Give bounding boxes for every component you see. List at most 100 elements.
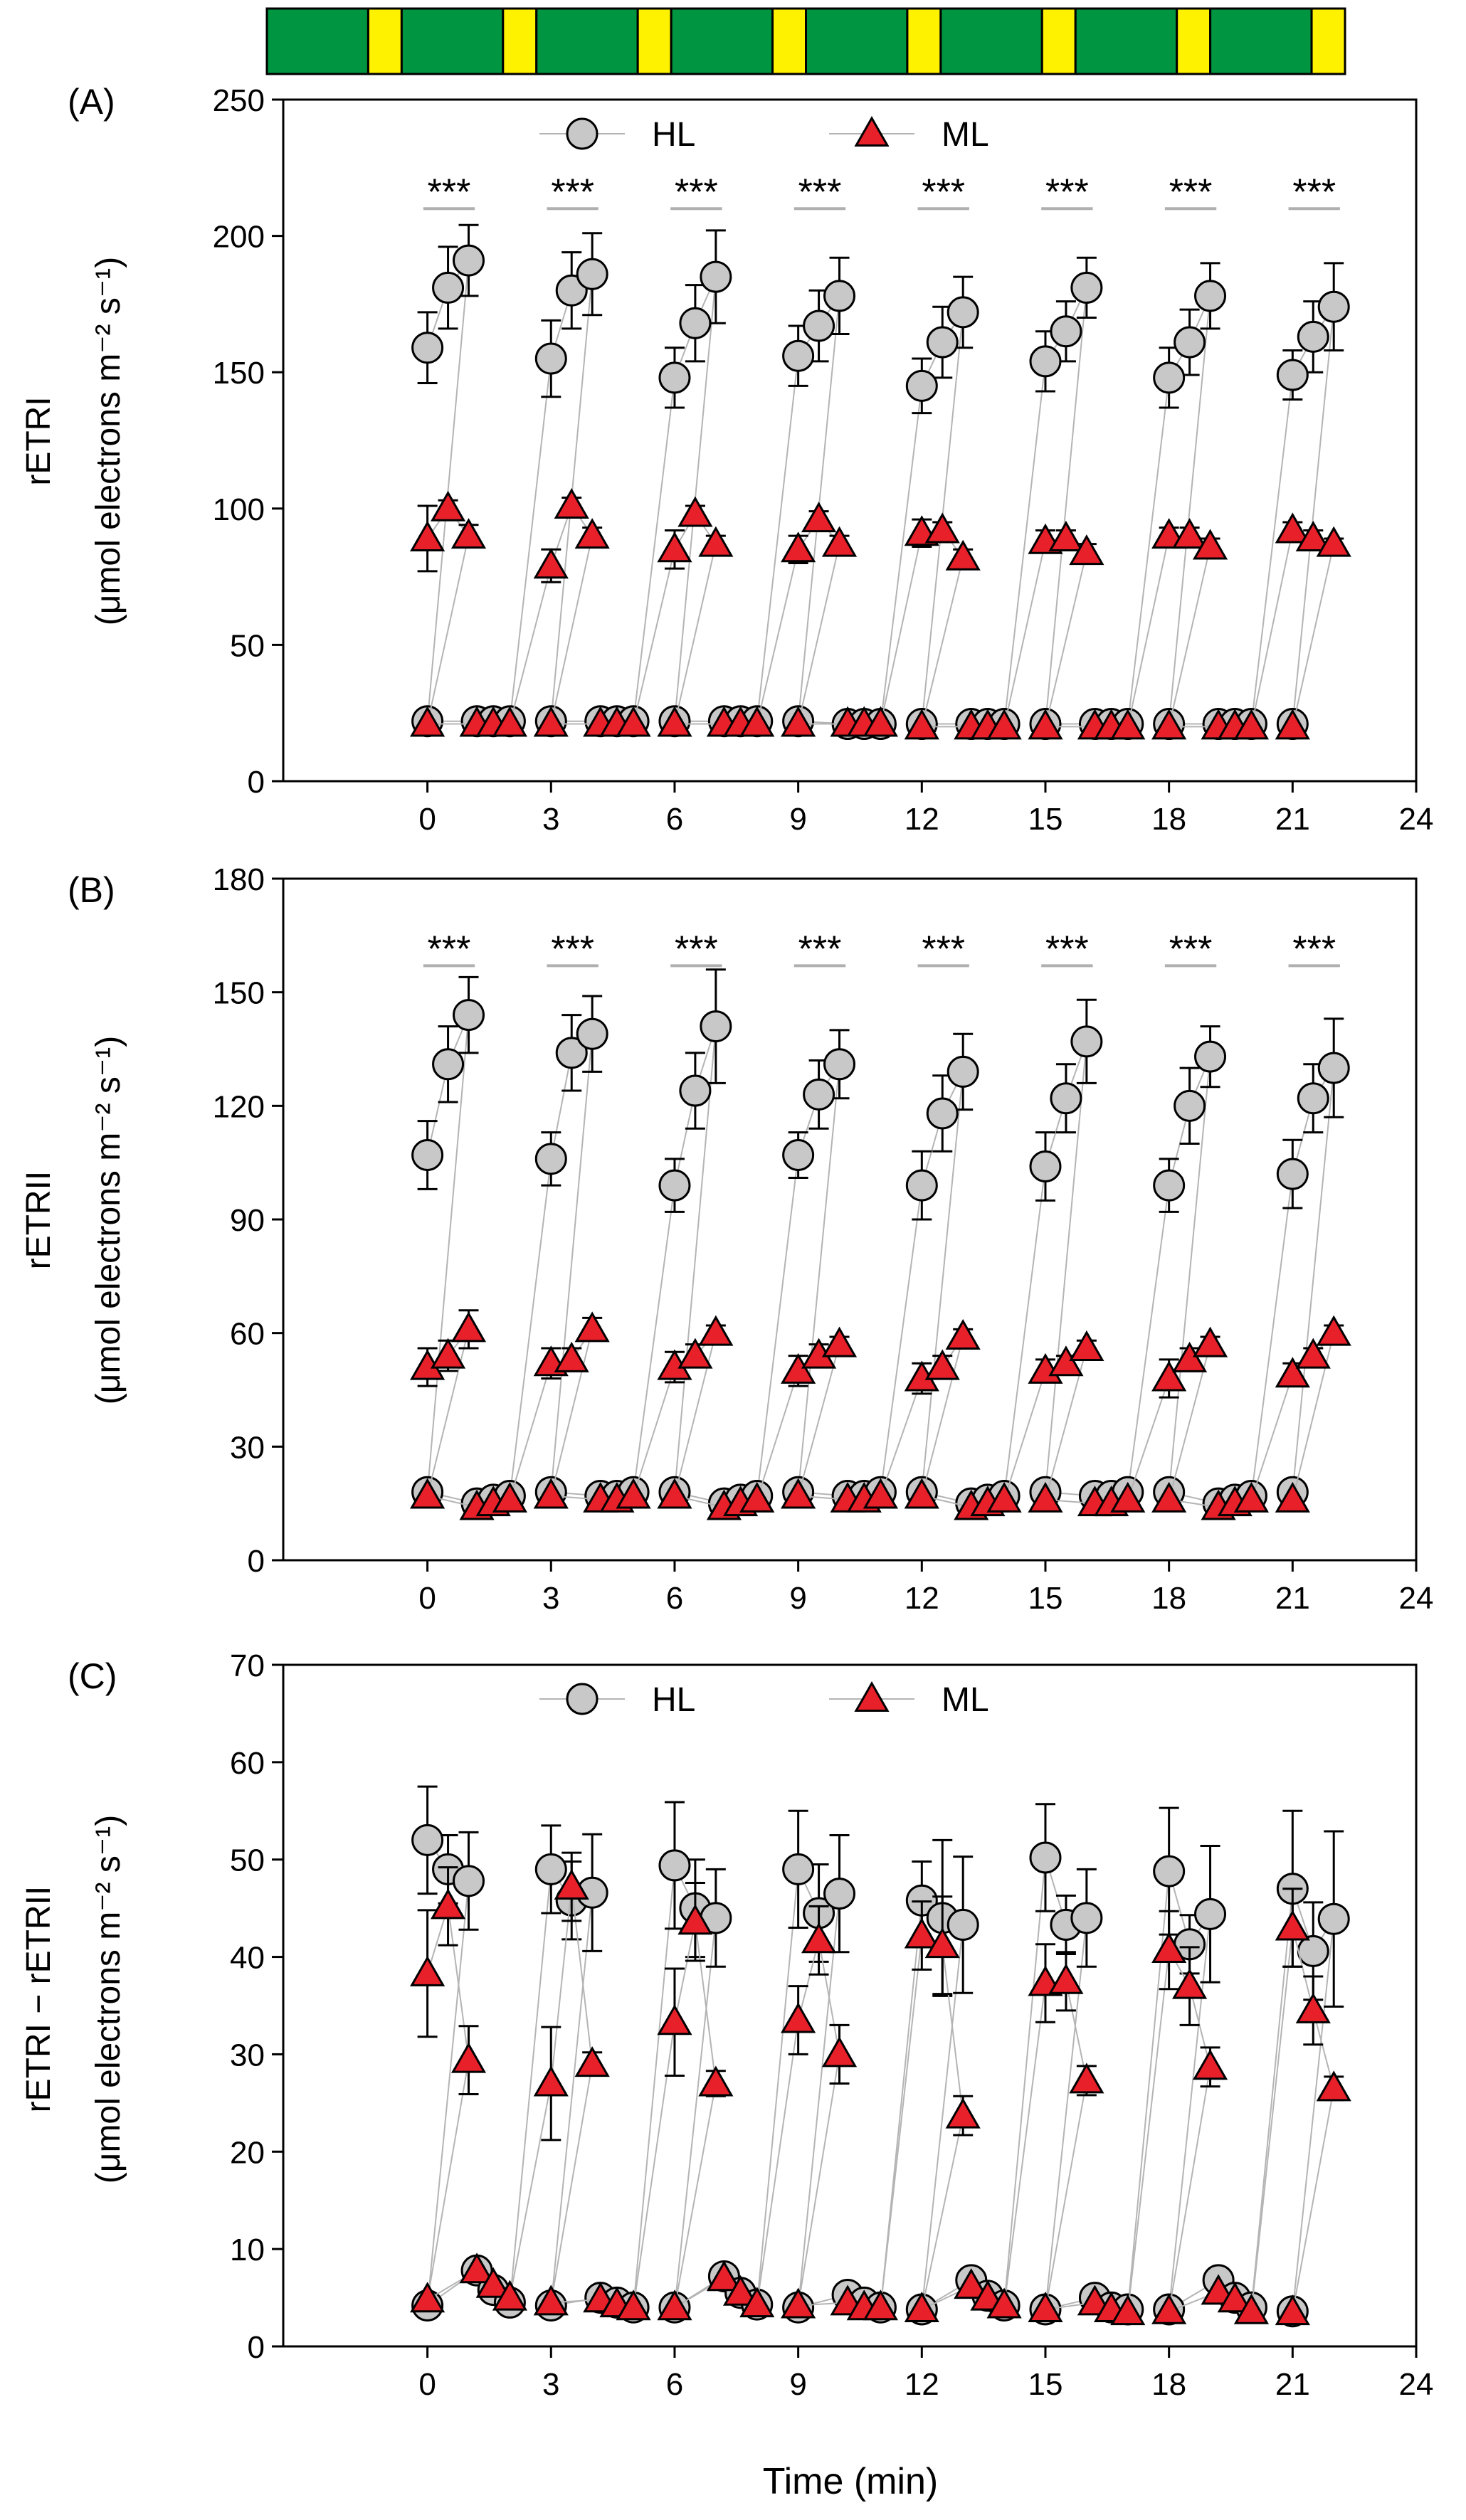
x-tick-label: 3 (542, 1581, 559, 1616)
point-ml (533, 548, 569, 579)
point-ml (657, 1478, 692, 1509)
point-ml (574, 2046, 610, 2077)
point-ml (616, 2289, 651, 2321)
legend-label-ml: ML (942, 1681, 989, 1719)
point-ml (924, 1349, 960, 1380)
point-ml (450, 2042, 487, 2073)
y-tick-label: 120 (213, 1089, 265, 1124)
point-ml (1295, 1992, 1331, 2023)
point-hl (658, 1849, 691, 1882)
point-ml (1201, 2274, 1236, 2305)
plot-frame (282, 98, 1418, 783)
significance-label: *** (1045, 171, 1089, 213)
legend-label-hl: HL (652, 1681, 695, 1719)
panel-c-label: (C) (68, 1656, 117, 1696)
point-ml (781, 1352, 816, 1384)
point-ml (698, 1315, 734, 1346)
x-tick-label: 24 (1399, 2367, 1434, 2402)
x-tick-label: 15 (1028, 1581, 1063, 1616)
point-ml (1275, 1910, 1310, 1941)
point-hl (411, 1823, 444, 1856)
point-hl (905, 1169, 938, 1202)
light-bar-segment-light (502, 7, 538, 75)
point-ml (677, 1904, 713, 1935)
significance-label: *** (1292, 928, 1336, 970)
point-hl (658, 1169, 691, 1202)
point-ml (1048, 520, 1084, 551)
point-ml (863, 2289, 899, 2321)
point-ml (492, 706, 527, 737)
light-bar-segment-light (771, 7, 807, 75)
point-ml (945, 2097, 981, 2129)
point-ml (781, 531, 816, 563)
point-hl (1070, 1025, 1103, 1058)
x-tick-label: 0 (418, 2367, 436, 2402)
significance-label: *** (1292, 171, 1336, 213)
point-hl (1070, 271, 1103, 304)
point-hl (1029, 1841, 1062, 1874)
point-ml (1028, 709, 1063, 740)
point-hl (1153, 361, 1186, 394)
significance-label: *** (1169, 171, 1213, 213)
y-tick-label: 0 (248, 1544, 265, 1579)
point-ml (1275, 1481, 1310, 1513)
point-ml (1295, 1338, 1331, 1369)
point-ml (410, 1955, 445, 1986)
y-tick-label: 180 (213, 862, 265, 897)
point-ml (781, 2287, 816, 2319)
point-ml (430, 1888, 466, 1920)
point-ml (781, 1478, 816, 1509)
light-bar-segment-dark (1209, 7, 1313, 75)
point-hl (1029, 345, 1062, 378)
point-ml (574, 1311, 610, 1343)
point-ml (801, 502, 837, 533)
point-hl (1194, 1040, 1227, 1073)
point-ml (986, 709, 1022, 740)
point-hl (1276, 1158, 1309, 1190)
point-hl (679, 307, 712, 339)
y-tick-label: 30 (230, 2038, 265, 2072)
point-ml (904, 2291, 939, 2322)
point-hl (432, 1048, 465, 1081)
point-hl (1153, 1169, 1186, 1202)
light-regime-bar (265, 7, 1346, 75)
y-tick-label: 10 (230, 2233, 265, 2267)
light-bar-segment-dark (265, 7, 369, 75)
point-ml (533, 2065, 569, 2097)
point-ml (1316, 2070, 1351, 2102)
point-ml (492, 2280, 527, 2311)
legend-marker-hl (566, 1683, 598, 1715)
x-tick-label: 0 (418, 1581, 436, 1616)
point-ml (533, 2285, 569, 2316)
point-hl (803, 309, 835, 342)
point-ml (739, 1481, 775, 1513)
x-tick-label: 12 (905, 1581, 939, 1616)
point-hl (1317, 290, 1350, 323)
point-ml (986, 2287, 1022, 2319)
significance-label: *** (428, 171, 471, 213)
point-hl (453, 244, 485, 277)
legend-label-hl: HL (652, 116, 695, 154)
point-ml (657, 531, 692, 563)
point-ml (1217, 2282, 1253, 2313)
point-hl (1194, 280, 1227, 312)
point-hl (823, 1048, 856, 1081)
point-ml (1069, 2063, 1104, 2094)
y-tick-label: 70 (230, 1648, 265, 1683)
point-ml (1151, 1932, 1187, 1963)
plot-frame (282, 877, 1418, 1562)
x-tick-label: 9 (789, 802, 806, 837)
point-ml (1192, 2049, 1228, 2080)
significance-label: *** (551, 928, 594, 970)
point-ml (821, 1326, 858, 1357)
point-hl (782, 339, 815, 372)
point-ml (459, 2252, 495, 2284)
point-hl (1276, 359, 1309, 391)
point-ml (1233, 2293, 1270, 2324)
y-tick-label: 60 (230, 1746, 265, 1781)
point-hl (453, 999, 485, 1032)
panel-b-label: (B) (68, 870, 115, 910)
x-tick-label: 18 (1151, 2367, 1186, 2402)
y-tick-label: 150 (213, 976, 265, 1011)
point-ml (1151, 2293, 1187, 2324)
